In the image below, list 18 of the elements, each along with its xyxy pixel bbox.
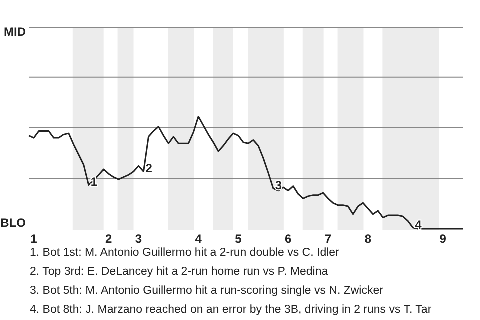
x-tick-label: 7 [324, 232, 332, 246]
annotation: 2 [146, 162, 153, 176]
x-tick-label: 2 [105, 232, 112, 246]
x-tick-label: 3 [135, 232, 142, 246]
text: 1. Bot 1st: M. Antonio Guillermo hit a 2-run double vs C. Idler [30, 247, 340, 259]
annotation: 4 [415, 218, 422, 232]
text: 2. Top 3rd: E. DeLancey hit a 2-run home run vs P. Medina [30, 266, 329, 278]
text: BLO [0, 216, 26, 230]
annotation: 3 [275, 178, 282, 193]
text: 3. Bot 5th: M. Antonio Guillermo hit a run-scoring single vs N. Zwicker [30, 285, 384, 297]
x-tick-label: 5 [235, 232, 242, 246]
x-tick-label: 4 [195, 232, 202, 246]
x-tick-label: 8 [364, 232, 372, 246]
text: 4. Bot 8th: J. Marzano reached on an error by the 3B, driving in 2 runs vs T. Tar [30, 304, 432, 316]
x-tick-label: 6 [285, 232, 292, 246]
x-tick-label: 1 [30, 232, 38, 246]
ref-line-label: MID [4, 24, 26, 39]
x-tick-label: 9 [440, 232, 447, 246]
